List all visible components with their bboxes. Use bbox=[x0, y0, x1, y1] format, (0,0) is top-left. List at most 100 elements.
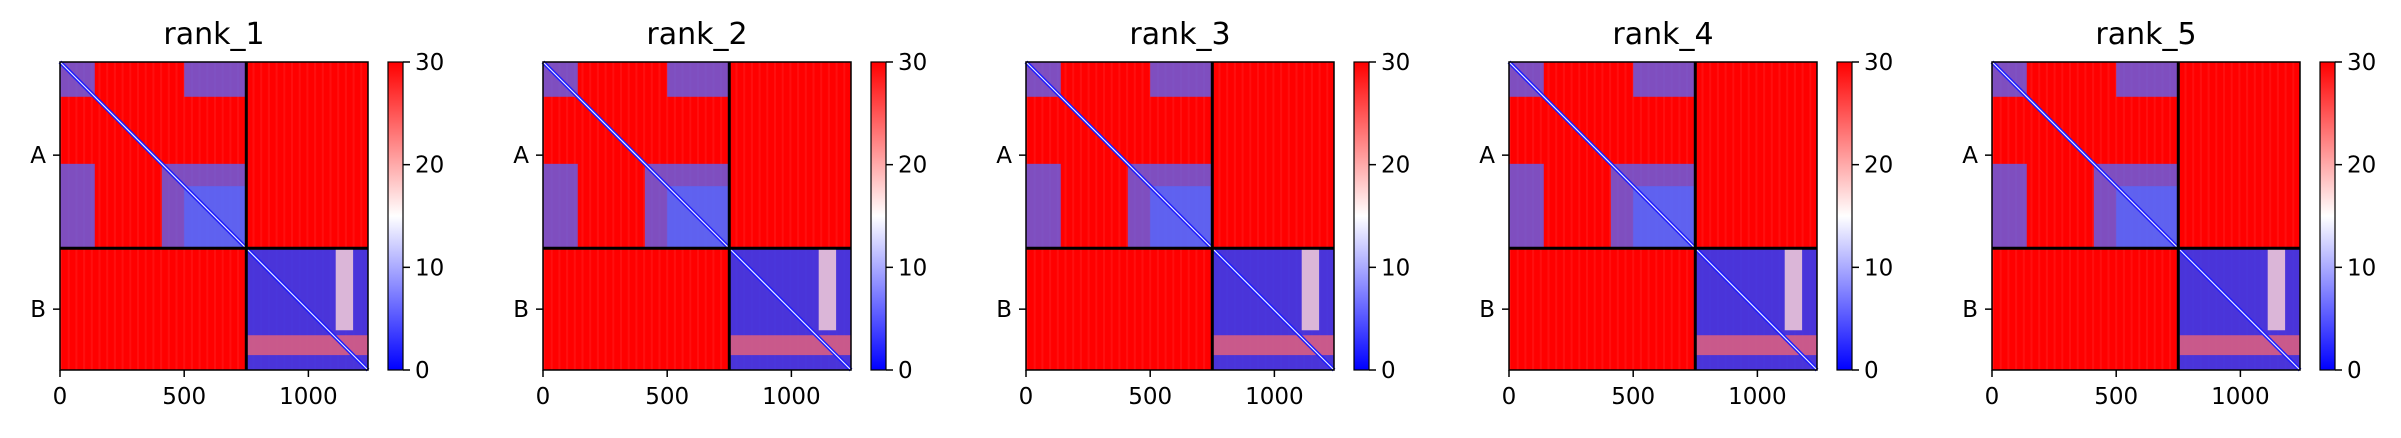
heatmap-texture-stripe bbox=[1593, 62, 1596, 370]
heatmap-texture-stripe bbox=[1126, 62, 1129, 370]
colorbar-tick-label: 0 bbox=[1381, 358, 1396, 384]
x-tick-label: 1000 bbox=[1728, 384, 1787, 410]
heatmap-texture-stripe bbox=[283, 62, 286, 370]
heatmap-texture-stripe bbox=[1241, 62, 1244, 370]
panel-title: rank_5 bbox=[2095, 17, 2196, 52]
low-error-block bbox=[184, 62, 246, 97]
heatmap-texture-stripe bbox=[781, 62, 784, 370]
heatmap-texture-stripe bbox=[1770, 62, 1773, 370]
panel-title: rank_4 bbox=[1612, 17, 1713, 52]
heatmap-texture-stripe bbox=[1578, 62, 1581, 370]
colorbar-tick-label: 0 bbox=[2347, 358, 2362, 384]
heatmap-frame bbox=[1991, 61, 2301, 371]
heatmap-texture-stripe bbox=[589, 62, 592, 370]
x-tick-label: 500 bbox=[645, 384, 689, 410]
heatmap-texture-stripe bbox=[1103, 62, 1105, 370]
heatmap-texture-stripe bbox=[1087, 62, 1090, 370]
colorbar bbox=[1836, 61, 1853, 371]
heatmap-texture-stripe bbox=[106, 62, 109, 370]
heatmap-diagonal-highlight bbox=[59, 61, 369, 371]
heatmap-texture-stripe bbox=[2045, 62, 2048, 370]
heatmap-panel: rank_5 0 500 1000 A B 0 10 20 30 bbox=[1962, 17, 2376, 410]
heatmap-texture-stripe bbox=[827, 62, 830, 370]
heatmap-texture-stripe bbox=[1601, 62, 1604, 370]
heatmap-texture-stripe bbox=[2238, 62, 2241, 370]
heatmap-texture-stripe bbox=[2030, 62, 2033, 370]
heatmap-texture-stripe bbox=[2084, 62, 2087, 370]
heatmap-texture-stripe bbox=[2246, 62, 2249, 370]
heatmap-texture-stripe bbox=[1555, 62, 1558, 370]
heatmap-texture-stripe bbox=[344, 62, 347, 370]
heatmap-texture-stripe bbox=[581, 62, 584, 370]
y-tick-label: A bbox=[996, 143, 1012, 169]
colorbar-tick-label: 30 bbox=[1864, 50, 1893, 76]
colorbar-tick-label: 30 bbox=[415, 50, 444, 76]
heatmap-diagonal-highlight bbox=[1991, 61, 2301, 371]
heatmap-texture-stripe bbox=[2207, 62, 2210, 370]
x-tick-label: 500 bbox=[1128, 384, 1172, 410]
heatmap-texture-stripe bbox=[2292, 62, 2295, 370]
heatmap-texture-stripe bbox=[2038, 62, 2041, 370]
heatmap-texture-stripe bbox=[2253, 62, 2256, 370]
x-tick-label: 0 bbox=[1985, 384, 2000, 410]
heatmap-texture-stripe bbox=[2184, 62, 2187, 370]
heatmap-texture-stripe bbox=[1755, 62, 1758, 370]
heatmap-texture-stripe bbox=[1095, 62, 1098, 370]
heatmap-texture-stripe bbox=[1218, 62, 1221, 370]
heatmap-texture-stripe bbox=[1801, 62, 1804, 370]
heatmap-band bbox=[335, 248, 354, 331]
heatmap-panel: rank_2 0 500 1000 A B 0 10 20 30 bbox=[513, 17, 927, 410]
heatmap-texture-stripe bbox=[314, 62, 317, 370]
heatmap-texture-stripe bbox=[1732, 62, 1735, 370]
colorbar-tick-label: 10 bbox=[1381, 255, 1410, 281]
colorbar-tick-label: 20 bbox=[415, 153, 444, 179]
x-tick-label: 0 bbox=[536, 384, 551, 410]
colorbar bbox=[2319, 61, 2336, 371]
heatmap-texture-stripe bbox=[329, 62, 332, 370]
heatmap-texture-stripe bbox=[604, 62, 607, 370]
heatmap-texture-stripe bbox=[152, 62, 155, 370]
heatmap-texture-stripe bbox=[1570, 62, 1573, 370]
low-error-block bbox=[667, 62, 729, 97]
heatmap-band bbox=[2267, 248, 2286, 331]
heatmap-texture-stripe bbox=[2076, 62, 2079, 370]
heatmap-texture-stripe bbox=[1072, 62, 1075, 370]
heatmap-texture-stripe bbox=[1326, 62, 1329, 370]
heatmap-texture-stripe bbox=[1724, 62, 1727, 370]
y-tick-label: B bbox=[1479, 297, 1495, 323]
colorbar-tick-label: 20 bbox=[1381, 153, 1410, 179]
heatmap-texture-stripe bbox=[129, 62, 132, 370]
heatmap-texture-stripe bbox=[627, 62, 630, 370]
colorbar-tick-label: 10 bbox=[1864, 255, 1893, 281]
heatmap-texture-stripe bbox=[2230, 62, 2233, 370]
heatmap-texture-stripe bbox=[1287, 62, 1290, 370]
heatmap-texture-stripe bbox=[260, 62, 263, 370]
heatmap-texture-stripe bbox=[1793, 62, 1796, 370]
heatmap-frame bbox=[1025, 61, 1335, 371]
heatmap-texture-stripe bbox=[2223, 62, 2225, 370]
heatmap-texture-stripe bbox=[620, 62, 622, 370]
heatmap-texture-stripe bbox=[820, 62, 823, 370]
heatmap-texture-stripe bbox=[352, 62, 355, 370]
heatmap-texture-stripe bbox=[1701, 62, 1704, 370]
y-tick-label: B bbox=[30, 297, 46, 323]
heatmap-texture-stripe bbox=[267, 62, 270, 370]
heatmap-texture-stripe bbox=[1709, 62, 1712, 370]
y-tick-label: B bbox=[513, 297, 529, 323]
heatmap-texture-stripe bbox=[735, 62, 738, 370]
heatmap-frame bbox=[1508, 61, 1818, 371]
heatmap-texture-stripe bbox=[113, 62, 116, 370]
heatmap-texture-stripe bbox=[1547, 62, 1550, 370]
y-tick-label: A bbox=[30, 143, 46, 169]
x-tick-label: 1000 bbox=[2211, 384, 2270, 410]
low-error-block bbox=[543, 163, 578, 248]
heatmap-texture-stripe bbox=[2284, 62, 2287, 370]
heatmap-texture-stripe bbox=[321, 62, 324, 370]
colorbar-tick-label: 0 bbox=[898, 358, 913, 384]
heatmap-texture-stripe bbox=[1310, 62, 1313, 370]
heatmap-texture-stripe bbox=[137, 62, 139, 370]
heatmap-texture-stripe bbox=[1264, 62, 1267, 370]
heatmap-texture-stripe bbox=[1257, 62, 1259, 370]
heatmap-diagonal-highlight bbox=[1025, 61, 1335, 371]
heatmap-texture-stripe bbox=[1118, 62, 1121, 370]
